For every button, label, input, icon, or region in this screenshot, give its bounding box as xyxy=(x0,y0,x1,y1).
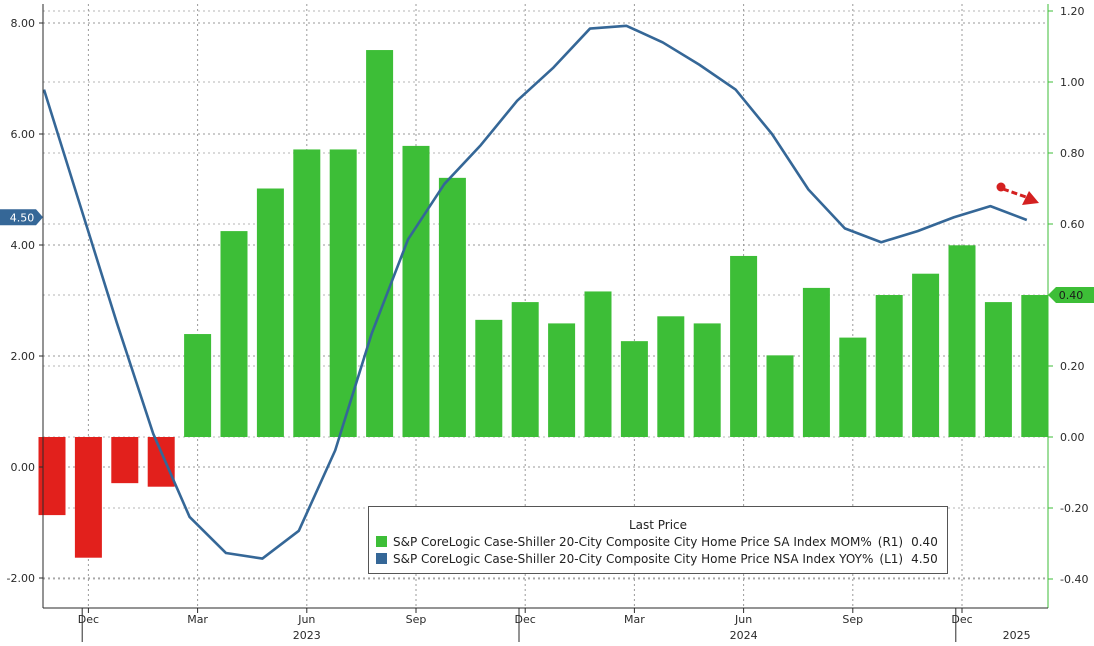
left-tick-label: 4.00 xyxy=(11,239,36,252)
bar xyxy=(512,302,539,437)
bar xyxy=(439,178,466,437)
x-tick-label: Jun xyxy=(734,613,752,626)
bar xyxy=(184,334,211,437)
left-tick-label: 0.00 xyxy=(11,461,36,474)
x-tick-label: Dec xyxy=(951,613,972,626)
x-tick-label: Mar xyxy=(187,613,208,626)
left-tick-label: 6.00 xyxy=(11,128,36,141)
arrow-shaft xyxy=(1003,189,1026,197)
right-tick-label: 1.00 xyxy=(1060,76,1085,89)
line-series xyxy=(44,26,1027,559)
bar xyxy=(403,146,430,437)
bar xyxy=(985,302,1012,437)
legend-entry-mom: S&P CoreLogic Case-Shiller 20-City Compo… xyxy=(376,534,938,550)
x-tick-label: Dec xyxy=(515,613,536,626)
bar xyxy=(912,274,939,437)
bar xyxy=(111,437,138,483)
bar xyxy=(475,320,502,437)
legend-axis-mom: (R1) xyxy=(878,534,903,550)
bar-series xyxy=(39,50,1049,558)
right-tick-label: 0.80 xyxy=(1060,147,1085,160)
bar xyxy=(75,437,102,558)
bar xyxy=(148,437,175,487)
legend-label-yoy: S&P CoreLogic Case-Shiller 20-City Compo… xyxy=(393,551,873,567)
x-year-label: 2025 xyxy=(1003,629,1031,642)
bar xyxy=(694,323,721,437)
bar xyxy=(585,291,612,437)
bar xyxy=(949,245,976,437)
legend-swatch-yoy xyxy=(376,553,387,564)
legend: Last Price S&P CoreLogic Case-Shiller 20… xyxy=(368,506,948,574)
right-tick-label: 0.60 xyxy=(1060,218,1085,231)
left-value-badge-text: 4.50 xyxy=(10,211,35,224)
legend-swatch-mom xyxy=(376,536,387,547)
x-tick-label: Jun xyxy=(297,613,315,626)
right-tick-label: 0.00 xyxy=(1060,431,1085,444)
right-tick-label: 0.20 xyxy=(1060,360,1085,373)
bar xyxy=(366,50,393,437)
bar xyxy=(657,316,684,437)
right-tick-label: 1.20 xyxy=(1060,5,1085,18)
left-tick-label: 2.00 xyxy=(11,350,36,363)
annotations xyxy=(997,183,1040,206)
right-value-badge-text: 0.40 xyxy=(1059,289,1084,302)
bar xyxy=(621,341,648,437)
left-tick-label: 8.00 xyxy=(11,17,36,30)
x-tick-label: Mar xyxy=(624,613,645,626)
x-tick-label: Sep xyxy=(842,613,863,626)
legend-entry-yoy: S&P CoreLogic Case-Shiller 20-City Compo… xyxy=(376,551,938,567)
right-tick-label: -0.40 xyxy=(1060,573,1088,586)
right-tick-label: -0.20 xyxy=(1060,502,1088,515)
bar xyxy=(876,295,903,437)
bar xyxy=(803,288,830,437)
bar xyxy=(1021,295,1048,437)
legend-value-mom: 0.40 xyxy=(911,534,938,550)
legend-title: Last Price xyxy=(369,518,947,532)
bar xyxy=(257,189,284,438)
bar xyxy=(293,149,320,437)
bar xyxy=(839,338,866,437)
x-year-label: 2023 xyxy=(293,629,321,642)
x-tick-label: Dec xyxy=(78,613,99,626)
legend-axis-yoy: (L1) xyxy=(879,551,903,567)
line-series-path xyxy=(44,26,1027,559)
x-year-label: 2024 xyxy=(730,629,758,642)
bar xyxy=(221,231,248,437)
bar xyxy=(767,355,794,437)
bar xyxy=(548,323,575,437)
x-tick-label: Sep xyxy=(406,613,427,626)
bar xyxy=(730,256,757,437)
legend-label-mom: S&P CoreLogic Case-Shiller 20-City Compo… xyxy=(393,534,872,550)
legend-value-yoy: 4.50 xyxy=(911,551,938,567)
left-tick-label: -2.00 xyxy=(7,572,35,585)
